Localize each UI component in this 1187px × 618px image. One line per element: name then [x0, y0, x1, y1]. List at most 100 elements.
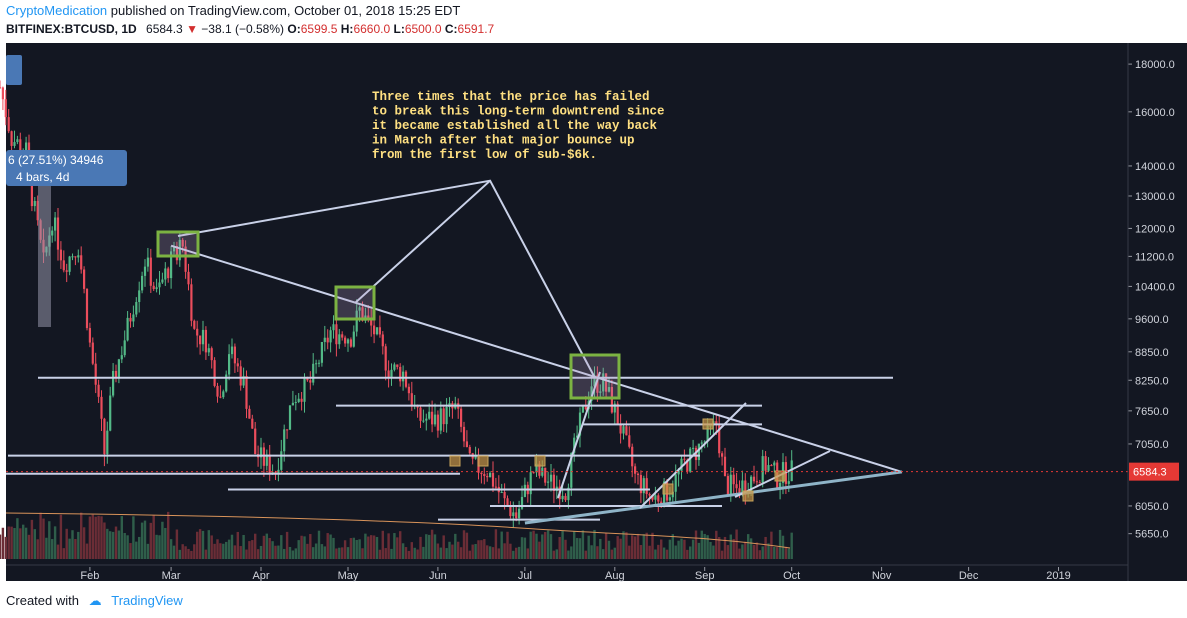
candle-body	[503, 492, 506, 499]
volume-bar	[326, 533, 329, 559]
volume-bar	[462, 530, 466, 559]
volume-bar	[262, 535, 266, 559]
candle-body	[781, 462, 785, 483]
volume-bar	[7, 526, 10, 559]
candle-body	[738, 488, 741, 496]
y-tick-label: 7650.0	[1135, 406, 1169, 418]
candle-body	[779, 482, 782, 488]
candle	[344, 335, 347, 347]
candle	[364, 307, 367, 324]
volume-bar	[274, 545, 277, 559]
candle-body	[103, 418, 106, 455]
candle	[436, 410, 439, 438]
measure-label-line2: 4 bars, 4d	[16, 170, 69, 184]
candle-body	[468, 447, 471, 454]
candle	[570, 452, 573, 496]
volume-bar	[523, 537, 527, 559]
candle-body	[558, 486, 561, 500]
candle	[457, 398, 460, 419]
candle-body	[642, 478, 645, 494]
volume-bar	[665, 549, 669, 559]
candle	[489, 471, 492, 478]
candle	[755, 470, 758, 488]
candle-body	[59, 249, 62, 261]
candle-body	[80, 255, 83, 270]
volume-bar	[404, 547, 408, 559]
candles-group	[0, 80, 793, 529]
volume-bar	[497, 548, 500, 559]
volume-bar	[631, 535, 634, 559]
candle-body	[393, 364, 396, 370]
candle	[665, 479, 669, 505]
candle	[387, 360, 390, 388]
candle	[776, 460, 779, 490]
candle	[483, 467, 486, 485]
x-tick-label: Mar	[162, 570, 181, 582]
volume-bar	[526, 548, 529, 559]
author-link[interactable]: CryptoMedication	[6, 3, 108, 18]
tradingview-link[interactable]: TradingView	[111, 593, 183, 608]
candle-body	[364, 315, 367, 321]
volume-bar	[680, 538, 683, 559]
candle-body	[744, 480, 747, 494]
open-value: 6599.5	[300, 22, 338, 36]
candle	[779, 479, 782, 500]
x-tick-label: Aug	[605, 570, 625, 582]
candle-body	[39, 220, 42, 240]
candle	[628, 426, 631, 449]
candle-body	[27, 142, 31, 168]
volume-bar	[471, 544, 474, 559]
candle	[454, 396, 457, 410]
volume-bar	[74, 539, 77, 559]
volume-bar	[245, 549, 248, 559]
volume-bar	[732, 539, 735, 559]
candle	[375, 327, 379, 336]
candle	[399, 363, 402, 387]
volume-bar	[27, 534, 31, 559]
candle-body	[358, 307, 361, 311]
measure-range-bar	[38, 150, 51, 327]
volume-bar	[491, 547, 495, 559]
candle	[320, 341, 323, 367]
volume-bar	[277, 545, 280, 559]
candle	[645, 471, 648, 499]
chart-area[interactable]: 18000.0 16000.0 14000.0 13000.0 12000.0 11200…	[0, 0, 1187, 590]
volume-bar	[448, 541, 451, 559]
volume-bar	[346, 547, 350, 559]
volume-bar	[506, 531, 509, 559]
candle	[274, 470, 277, 480]
candle	[752, 465, 756, 484]
candle	[625, 420, 628, 436]
candle-body	[718, 425, 721, 454]
volume-bar	[410, 542, 413, 559]
candle-body	[462, 426, 466, 442]
volume-bar	[610, 549, 614, 559]
candle	[425, 413, 428, 431]
y-axis-background	[1128, 43, 1187, 581]
candle	[718, 415, 721, 458]
volume-bar	[723, 536, 727, 559]
candle-body	[71, 256, 74, 258]
candle	[723, 447, 727, 477]
volume-bar	[445, 548, 448, 559]
candle	[770, 464, 773, 467]
volume-bar	[561, 531, 564, 559]
candle	[744, 473, 747, 505]
candle	[352, 325, 355, 348]
volume-bar	[419, 536, 422, 559]
volume-bar	[309, 534, 312, 559]
volume-bar	[181, 544, 184, 559]
volume-bar	[532, 530, 535, 559]
candle-body	[210, 348, 213, 361]
candle-body	[344, 337, 347, 344]
volume-bar	[51, 539, 54, 559]
y-tick-label: 5650.0	[1135, 529, 1169, 541]
candle	[27, 134, 31, 169]
volume-bar	[517, 546, 521, 559]
candle	[692, 439, 695, 455]
chart-svg[interactable]: 18000.0 16000.0 14000.0 13000.0 12000.0 11200…	[0, 0, 1187, 590]
y-tick-label: 16000.0	[1135, 107, 1175, 119]
volume-bar	[323, 546, 326, 559]
candle-body	[213, 360, 216, 386]
candle	[184, 240, 187, 279]
